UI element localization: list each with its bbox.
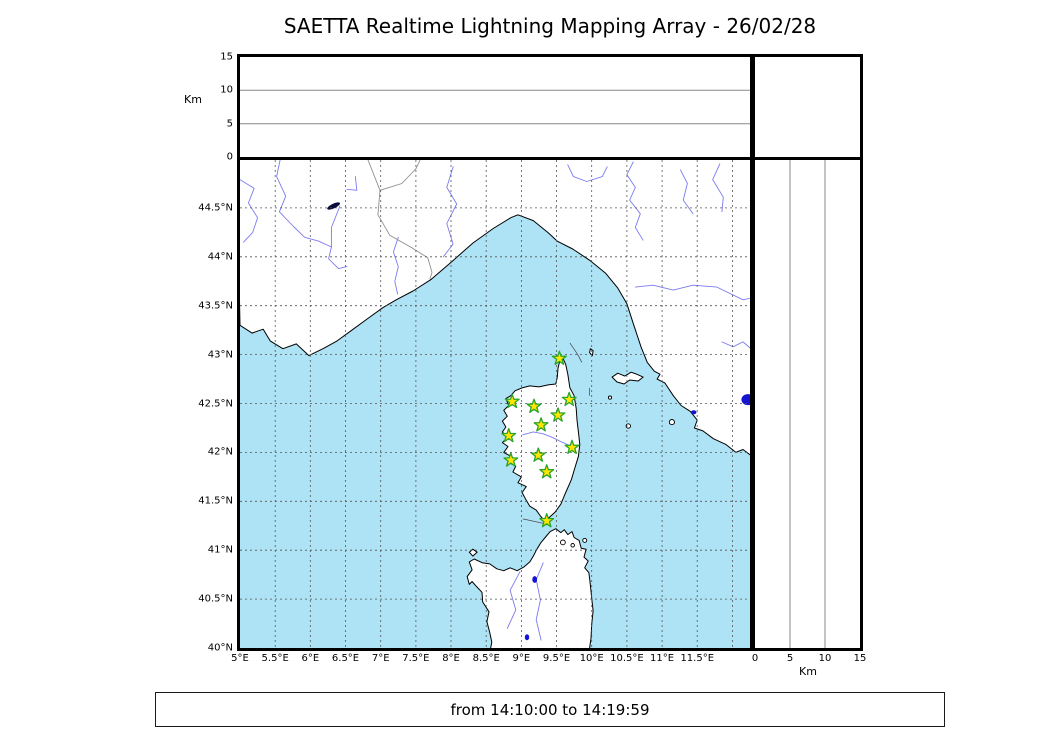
lon-tick-label: 11.5°E [680,653,715,664]
river [626,161,644,241]
small-island [560,539,566,546]
river [346,176,358,191]
station-star-marker [564,439,580,454]
river [535,562,544,641]
lon-tick-label: 5°E [231,653,249,664]
map-panel [237,157,753,651]
small-island [570,543,575,548]
station-star-marker [533,417,549,432]
lake [532,576,538,583]
km-tick-label: 15 [853,653,867,664]
station-star-marker [530,447,546,462]
alt-tick-label: 15 [220,51,233,63]
lat-tick-label: 42°N [207,446,233,458]
lat-tick-label: 43.5°N [198,300,233,312]
small-island [625,423,631,429]
lat-tick-label: 44.5°N [198,202,233,214]
river [712,163,724,213]
corner-panel [752,54,863,160]
altitude-longitude-panel [237,54,753,160]
lon-tick-label: 8°E [442,653,460,664]
river [506,571,521,629]
km-tick-label: 5 [786,653,794,664]
river [276,160,348,270]
river [634,284,750,301]
lat-tick-label: 43°N [207,349,233,361]
time-range-text: from 14:10:00 to 14:19:59 [450,700,650,719]
station-star-marker [501,427,517,443]
river [522,431,573,447]
station-star-marker [526,398,542,413]
lake [690,410,697,415]
river [442,166,458,258]
station-star-marker [551,350,567,365]
station-star-marker [539,513,555,528]
lat-tick-label: 44°N [207,251,233,263]
alt-tick-label: 10 [220,84,233,96]
coastline-sardinia [466,528,594,648]
lake [741,394,750,406]
coastline-continent [240,160,750,456]
river [679,169,694,215]
river [330,205,341,248]
time-range-box: from 14:10:00 to 14:19:59 [155,692,945,727]
coastline-capraia [589,348,594,357]
small-island [668,419,675,426]
lon-tick-label: 9°E [512,653,531,664]
station-star-marker [561,391,577,407]
lake [524,634,530,641]
lat-tick-label: 41.5°N [198,495,233,507]
small-island [582,537,588,543]
coast-detail-line [569,342,583,363]
altitude-longitude-plot [240,89,750,125]
lon-tick-label: 9.5°E [542,653,571,664]
lat-tick-label: 41°N [207,544,233,556]
altitude-latitude-panel [752,157,863,651]
altitude-latitude-plot [789,160,826,648]
lon-tick-label: 6°E [301,653,320,664]
lon-tick-label: 10°E [579,653,604,664]
station-star-marker [503,452,519,467]
coastline-elba [611,371,644,385]
page-title: SAETTA Realtime Lightning Mapping Array … [283,14,817,38]
alt-tick-label: 5 [226,118,233,130]
station-star-marker [539,464,555,479]
lonlat-map [240,160,750,648]
alt-axis-label-left: Km [184,93,202,106]
lon-tick-label: 10.5°E [610,653,644,664]
alt-tick-label: 0 [226,151,233,163]
km-tick-label: 0 [751,653,759,664]
lon-tick-label: 6.5°E [331,653,360,664]
small-island [607,395,613,400]
station-star-marker [504,393,520,409]
lat-tick-label: 40°N [207,642,233,654]
lon-tick-label: 7°E [371,653,390,664]
river [721,341,750,349]
lon-tick-label: 5.5°E [261,653,289,664]
lon-tick-label: 8.5°E [472,653,500,664]
km-tick-label: 10 [818,653,832,664]
lon-tick-label: 7.5°E [402,653,430,664]
river [567,164,608,182]
river [240,179,259,243]
lon-tick-label: 11°E [650,653,675,664]
lat-tick-label: 40.5°N [198,593,233,605]
country-border [379,160,421,191]
station-star-marker [550,407,566,422]
alt-axis-label-bottom: Km [799,665,817,678]
lat-tick-label: 42.5°N [198,398,233,409]
river [392,236,399,295]
country-border [367,160,433,280]
